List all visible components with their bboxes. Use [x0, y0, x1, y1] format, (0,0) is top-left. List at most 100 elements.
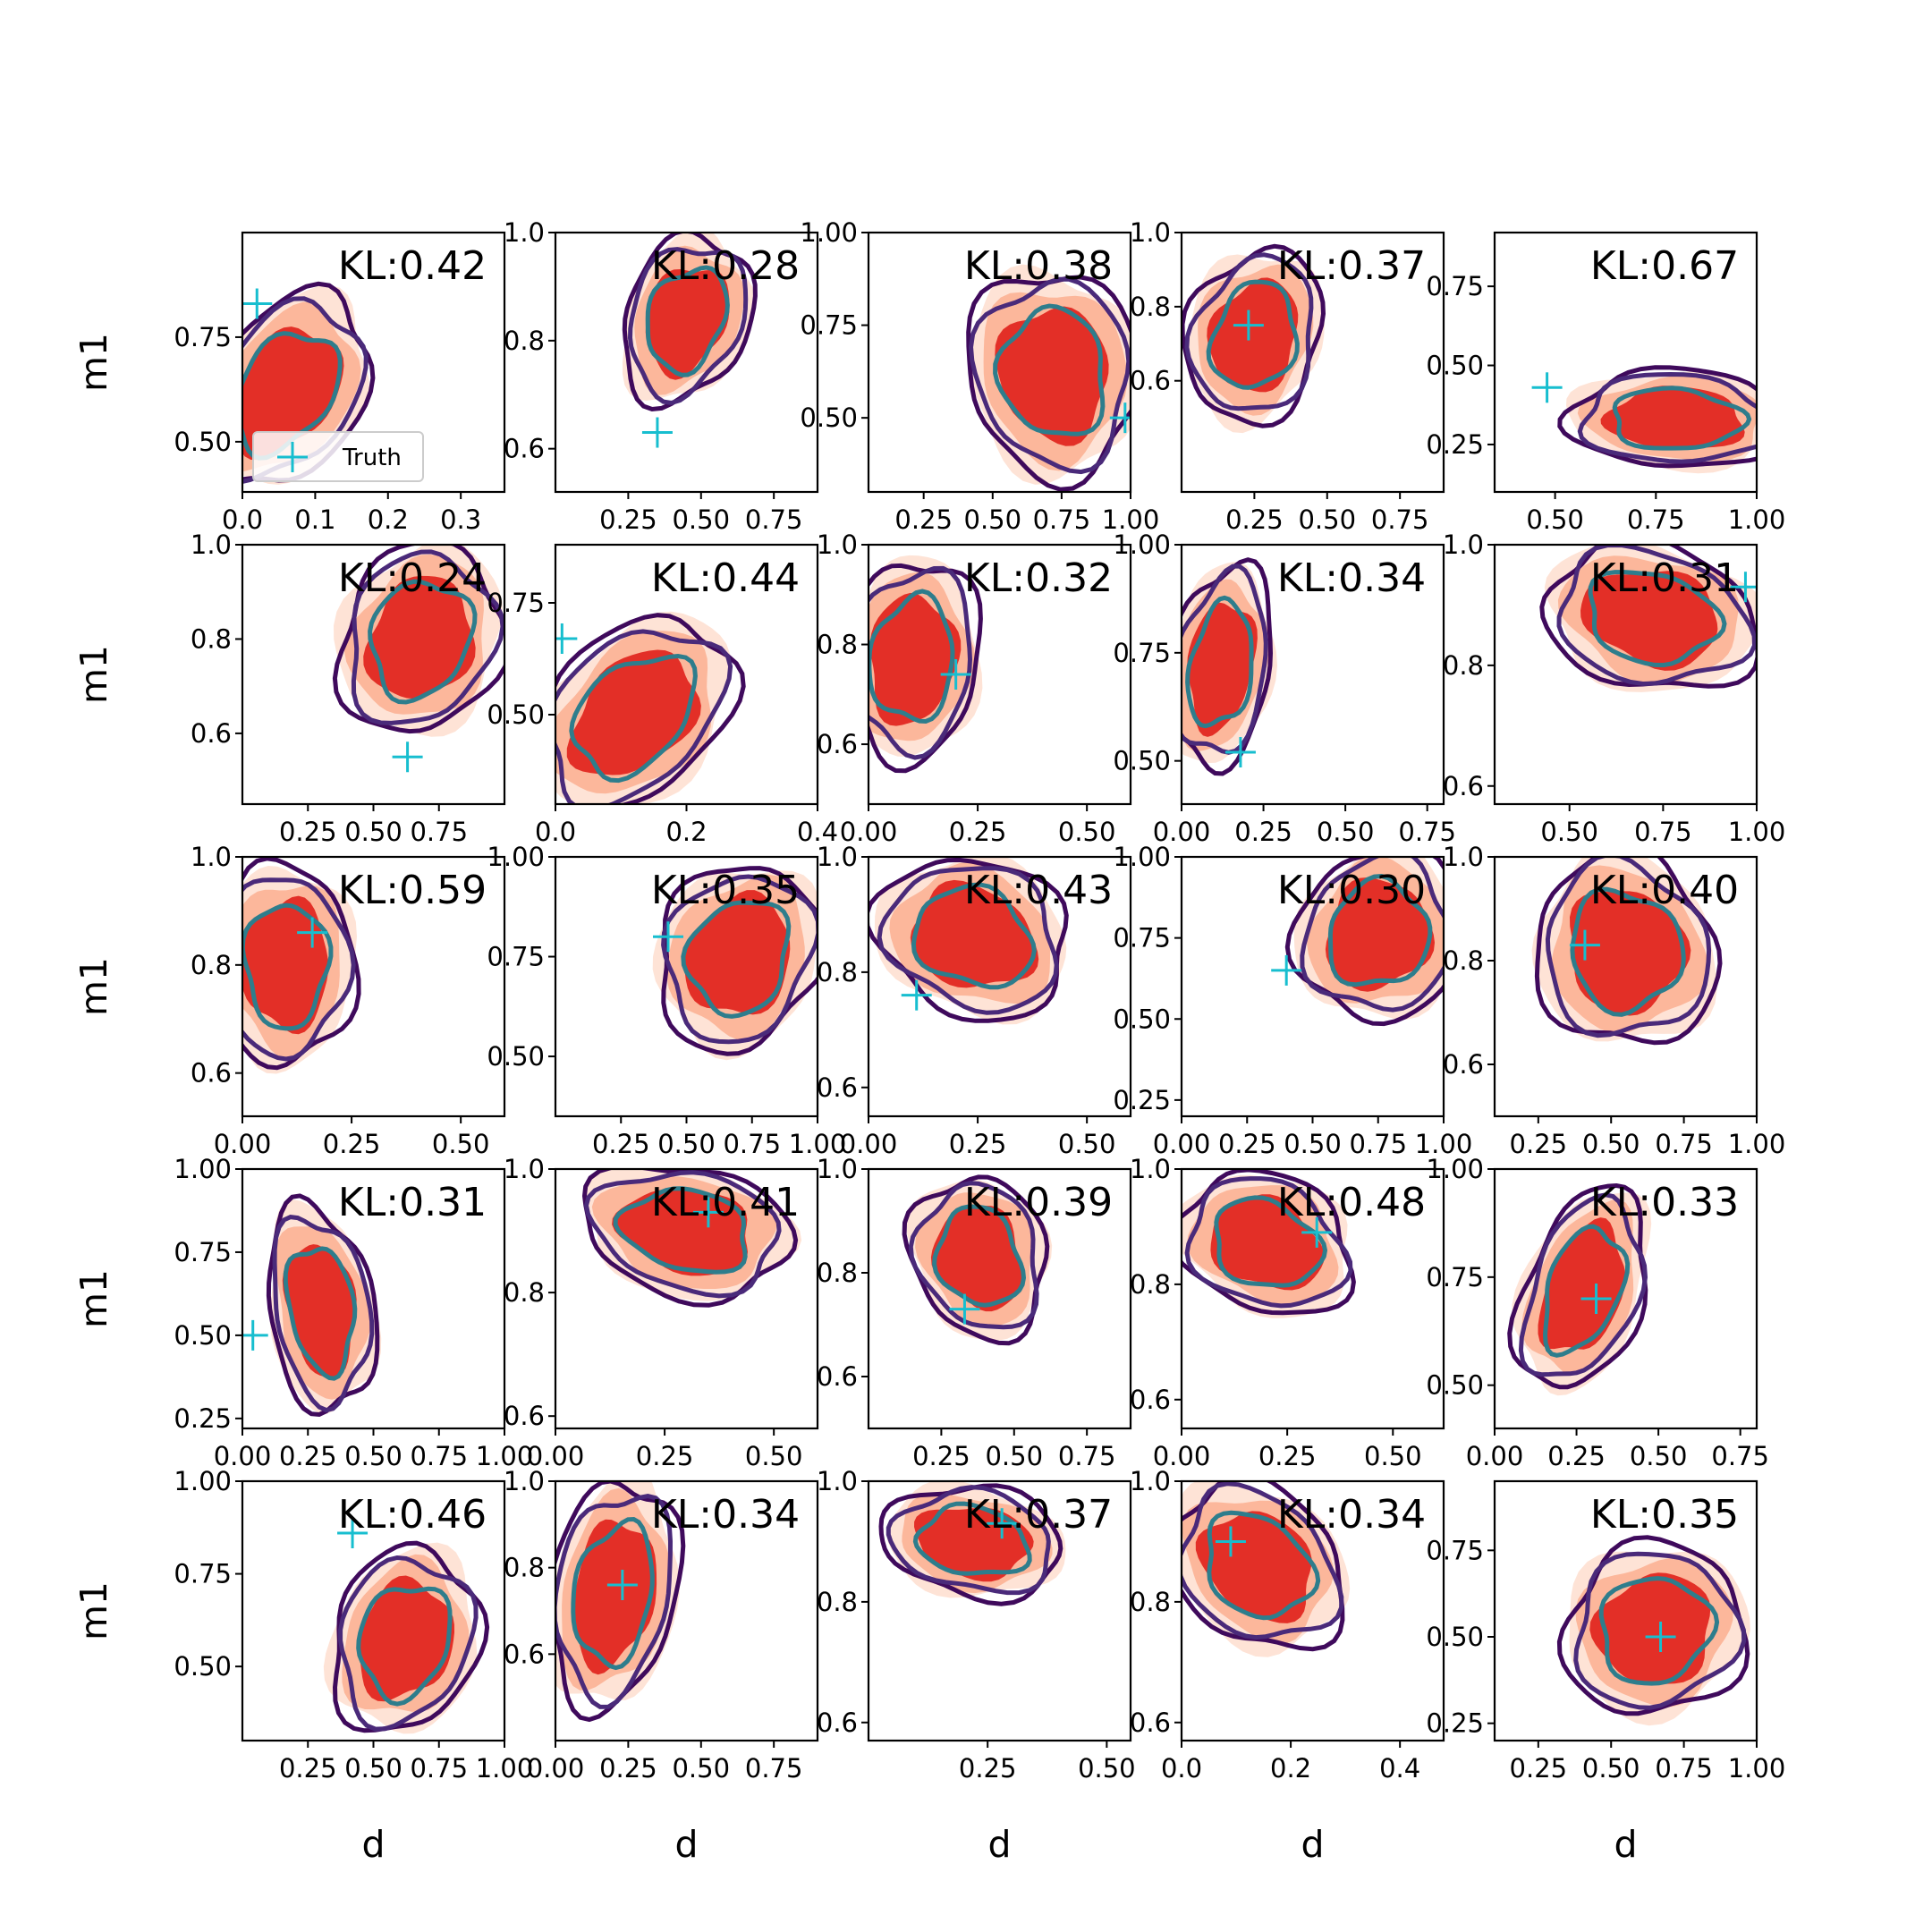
- y-tick-label: 1.0: [191, 530, 232, 560]
- axes-frame: [1180, 1479, 1445, 1742]
- axes-frame: [867, 1479, 1132, 1742]
- x-tick-label: 0.2: [665, 817, 707, 847]
- y-tick-label: 1.0: [1130, 1154, 1171, 1184]
- density-contours: [242, 857, 361, 1074]
- x-tick-label: 1.00: [1102, 504, 1160, 535]
- x-tick-label: 0.75: [1627, 504, 1685, 535]
- panel-19: 0.00 0.25 0.50 0.6 0.8 1.0 KL:0.48: [1130, 1154, 1445, 1471]
- contour-line-1: [1557, 365, 1757, 469]
- kl-annotation: KL:0.32: [964, 555, 1113, 601]
- density-contours: [966, 264, 1131, 492]
- y-tick-label: 1.0: [1443, 530, 1484, 560]
- y-tick-label: 0.8: [1443, 945, 1484, 976]
- x-tick-label: 0.50: [1526, 504, 1584, 535]
- x-tick-label: 0.50: [1630, 1441, 1688, 1471]
- x-tick-label: 0.75: [745, 504, 803, 535]
- x-tick-label: 0.00: [1153, 1129, 1211, 1159]
- y-tick-label: 0.6: [504, 1401, 545, 1431]
- y-tick-label: 0.8: [504, 1277, 545, 1308]
- x-tick-label: 0.00: [527, 1753, 585, 1784]
- truth-marker: [555, 623, 578, 654]
- contour-line-1: [878, 1483, 1063, 1606]
- contour-line-3: [569, 653, 698, 784]
- truth-marker: [337, 1518, 369, 1548]
- contour-line-2: [1182, 1481, 1344, 1640]
- x-tick-label: 0.25: [1218, 1129, 1276, 1159]
- x-tick-label: 0.50: [1317, 817, 1375, 847]
- contour-line-2: [1300, 857, 1444, 1013]
- contour-line-2: [1182, 564, 1268, 755]
- kl-annotation: KL:0.39: [964, 1180, 1113, 1225]
- density-contours: [555, 1481, 686, 1723]
- panel-2: 0.25 0.50 0.75 0.6 0.8 1.0 KL:0.28: [504, 217, 819, 535]
- kl-annotation: KL:0.46: [338, 1492, 487, 1538]
- contour-line-2: [1184, 1176, 1353, 1309]
- panel-5: 0.50 0.75 1.00 0.25 0.50 0.75 KL:0.67: [1426, 231, 1786, 535]
- y-tick-label: 0.50: [174, 427, 232, 457]
- y-tick-label: 0.8: [817, 630, 858, 660]
- contour-line-3: [368, 579, 478, 705]
- x-tick-label: 0.2: [1270, 1753, 1311, 1784]
- density-contours: [1531, 857, 1723, 1046]
- x-tick-label: 1.00: [1728, 1129, 1786, 1159]
- truth-marker: [1730, 572, 1757, 603]
- kl-annotation: KL:0.40: [1590, 868, 1739, 913]
- density-contours: [878, 1481, 1066, 1606]
- y-tick-label: 0.50: [1426, 1370, 1484, 1401]
- contour-line-3: [993, 303, 1106, 436]
- x-tick-label: 0.50: [1284, 1129, 1342, 1159]
- x-tick-label: 1.00: [1728, 504, 1786, 535]
- kl-annotation: KL:0.28: [651, 243, 800, 289]
- x-axis-label: d: [674, 1823, 698, 1866]
- truth-marker: [652, 921, 683, 953]
- kl-annotation: KL:0.34: [1277, 555, 1426, 601]
- contour-line-3: [613, 1186, 748, 1275]
- x-tick-label: 0.0: [1161, 1753, 1202, 1784]
- y-tick-label: 0.75: [1426, 1262, 1484, 1292]
- x-tick-label: 0.75: [410, 817, 468, 847]
- x-tick-label: 0.00: [214, 1129, 272, 1159]
- contour-line-3: [283, 1246, 358, 1381]
- y-tick-label: 0.50: [1426, 351, 1484, 381]
- x-tick-label: 0.75: [745, 1753, 803, 1784]
- y-tick-label: 1.0: [1130, 217, 1171, 248]
- y-tick-label: 0.6: [817, 1361, 858, 1392]
- y-tick-label: 1.00: [487, 842, 545, 872]
- x-tick-label: 0.00: [1153, 817, 1211, 847]
- y-tick-label: 0.6: [1130, 366, 1171, 396]
- panel-14: 0.00 0.25 0.50 0.75 1.000.250.500.751.00KL:0…: [1113, 842, 1472, 1159]
- contour-line-2: [1545, 857, 1712, 1038]
- truth-marker: [940, 659, 971, 690]
- x-tick-label: 0.50: [1540, 817, 1598, 847]
- x-tick-label: 0.00: [527, 1441, 585, 1471]
- x-tick-label: 0.25: [599, 1753, 657, 1784]
- density-contours: [652, 866, 818, 1061]
- x-tick-label: 0.25: [323, 1129, 381, 1159]
- x-tick-label: 0.50: [1058, 817, 1116, 847]
- truth-marker: [392, 741, 423, 773]
- y-tick-label: 1.0: [1130, 1466, 1171, 1496]
- x-tick-label: 0.4: [1379, 1753, 1420, 1784]
- x-tick-label: 0.75: [1655, 1129, 1713, 1159]
- filled-contour-level-3: [1538, 1217, 1626, 1350]
- kl-annotation: KL:0.35: [651, 868, 800, 913]
- y-tick-label: 0.50: [1113, 746, 1171, 776]
- density-contours: [1182, 557, 1277, 776]
- density-contours: [1556, 1535, 1750, 1726]
- contour-line-2: [555, 629, 733, 804]
- y-tick-label: 0.8: [1443, 650, 1484, 681]
- panel-7: 0.0 0.2 0.4 0.50 0.75 KL:0.44: [487, 543, 838, 847]
- contour-line-1: [266, 1193, 380, 1418]
- density-contours: [555, 611, 746, 804]
- y-tick-label: 0.6: [504, 434, 545, 464]
- contour-line-2: [583, 1170, 782, 1299]
- kl-annotation: KL:0.31: [1590, 555, 1739, 601]
- density-contours: [1284, 857, 1444, 1027]
- kl-annotation: KL:0.34: [1277, 1492, 1426, 1538]
- x-tick-label: 0.4: [797, 817, 838, 847]
- x-tick-label: 0.50: [344, 1441, 402, 1471]
- x-tick-label: 0.50: [672, 504, 730, 535]
- filled-contour-level-3: [572, 1519, 657, 1675]
